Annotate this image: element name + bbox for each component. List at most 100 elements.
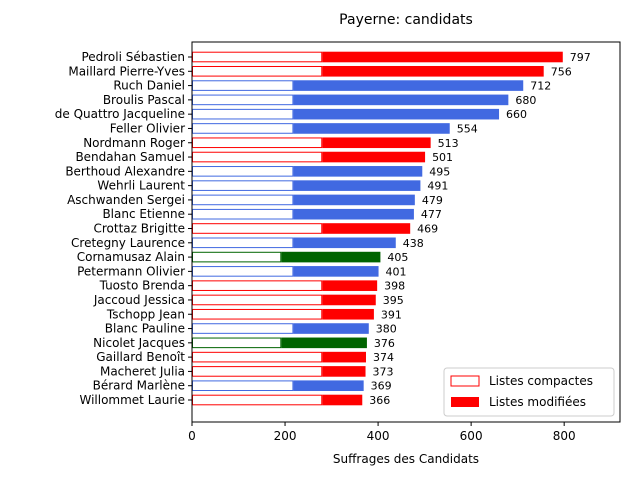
bar-modified [322, 51, 563, 63]
legend-box [443, 367, 615, 417]
data-label: 401 [386, 265, 407, 278]
bar-modified [322, 394, 363, 406]
bar-compact [192, 223, 323, 234]
bar-compact [192, 294, 323, 306]
bar-compact [192, 351, 323, 363]
x-axis-label: Suffrages des Candidats [333, 452, 479, 466]
y-tick-label: Bérard Marlène [93, 379, 185, 393]
y-tick-label: Cornamusaz Alain [77, 250, 185, 264]
legend-label-compact: Listes compactes [489, 374, 593, 388]
bar-modified [293, 194, 415, 206]
data-label: 501 [432, 151, 453, 164]
plot-area: 7977567126806605545135014954914794774694… [191, 41, 621, 423]
bar-compact [192, 166, 294, 177]
bar-compact [192, 280, 323, 291]
bar-modified [322, 137, 431, 149]
bar-modified [293, 80, 524, 91]
y-tick-label: Aschwanden Sergei [67, 193, 185, 207]
bar-modified [293, 123, 450, 134]
data-label: 495 [429, 165, 450, 178]
bar-compact [192, 137, 323, 149]
data-label: 469 [417, 223, 438, 236]
y-tick-label: Berthoud Alexandre [65, 164, 185, 178]
bar-modified [281, 337, 367, 349]
bar-compact [192, 94, 294, 106]
y-tick-label: Tuosto Brenda [99, 279, 185, 293]
data-label: 797 [570, 51, 591, 64]
y-tick-label: Wehrli Laurent [97, 179, 185, 193]
bar-compact [192, 366, 323, 377]
y-tick-label: Macheret Julia [100, 364, 185, 378]
x-tick-label: 800 [553, 429, 576, 443]
bar-modified [293, 94, 509, 106]
data-label: 712 [530, 80, 551, 93]
data-label: 380 [376, 323, 397, 336]
y-tick-label: Crottaz Brigitte [93, 222, 185, 236]
data-label: 756 [551, 65, 572, 78]
bar-modified [293, 208, 414, 220]
bar-modified [293, 237, 396, 249]
bar-compact [192, 194, 294, 206]
bar-modified [293, 108, 500, 120]
data-label: 398 [384, 280, 405, 293]
bar-modified [322, 366, 366, 377]
data-label: 391 [381, 308, 402, 321]
y-tick-label: Nordmann Roger [83, 136, 185, 150]
y-tick-label: Gaillard Benoît [96, 350, 185, 364]
y-tick-label: Tschopp Jean [106, 307, 185, 321]
x-tick-label: 600 [460, 429, 483, 443]
bar-compact [192, 208, 294, 220]
bar-modified [293, 180, 421, 191]
bar-compact [192, 266, 294, 277]
bar-modified [293, 266, 379, 277]
data-label: 438 [403, 237, 424, 250]
x-tick-label: 400 [367, 429, 390, 443]
bar-compact [192, 394, 323, 406]
legend-swatch-modified [451, 397, 479, 407]
data-label: 366 [369, 394, 390, 407]
y-tick-label: Ruch Daniel [113, 79, 185, 93]
bar-modified [322, 294, 376, 306]
y-tick-label: Feller Olivier [110, 121, 185, 135]
data-label: 376 [374, 337, 395, 350]
bar-compact [192, 180, 294, 191]
y-tick-label: Cretegny Laurence [71, 236, 185, 250]
y-tick-label: Pedroli Sébastien [81, 50, 185, 64]
y-tick-label: Blanc Pauline [105, 322, 185, 336]
y-tick-label: Maillard Pierre-Yves [68, 64, 185, 78]
y-tick-label: Jaccoud Jessica [93, 293, 185, 307]
y-tick-label: Broulis Pascal [103, 93, 185, 107]
bar-modified [293, 380, 364, 392]
data-label: 479 [422, 194, 443, 207]
bar-compact [192, 380, 294, 392]
x-tick-label: 200 [274, 429, 297, 443]
bar-compact [192, 123, 294, 134]
bar-modified [322, 151, 426, 163]
chart-title: Payerne: candidats [339, 12, 473, 28]
y-tick-label: Blanc Etienne [102, 207, 185, 221]
y-tick-label: de Quattro Jacqueline [55, 107, 185, 121]
legend: Listes compactes Listes modifiées [443, 367, 615, 417]
bar-compact [192, 308, 323, 320]
bar-modified [322, 308, 374, 320]
bar-compact [192, 251, 282, 263]
axes-frame [191, 41, 621, 423]
bar-compact [192, 51, 323, 63]
data-label: 395 [383, 294, 404, 307]
y-tick-label: Bendahan Samuel [75, 150, 185, 164]
legend-swatch-compact [450, 375, 480, 387]
data-label: 374 [373, 351, 394, 364]
bar-modified [322, 223, 411, 234]
data-label: 491 [427, 180, 448, 193]
y-tick-label: Petermann Olivier [77, 264, 185, 278]
bar-compact [192, 80, 294, 91]
data-label: 373 [373, 365, 394, 378]
y-tick-label: Willommet Laurie [79, 393, 185, 407]
x-tick-label: 0 [188, 429, 196, 443]
bar-compact [192, 237, 294, 249]
data-label: 554 [457, 122, 478, 135]
data-label: 660 [506, 108, 527, 121]
bar-modified [293, 166, 423, 177]
